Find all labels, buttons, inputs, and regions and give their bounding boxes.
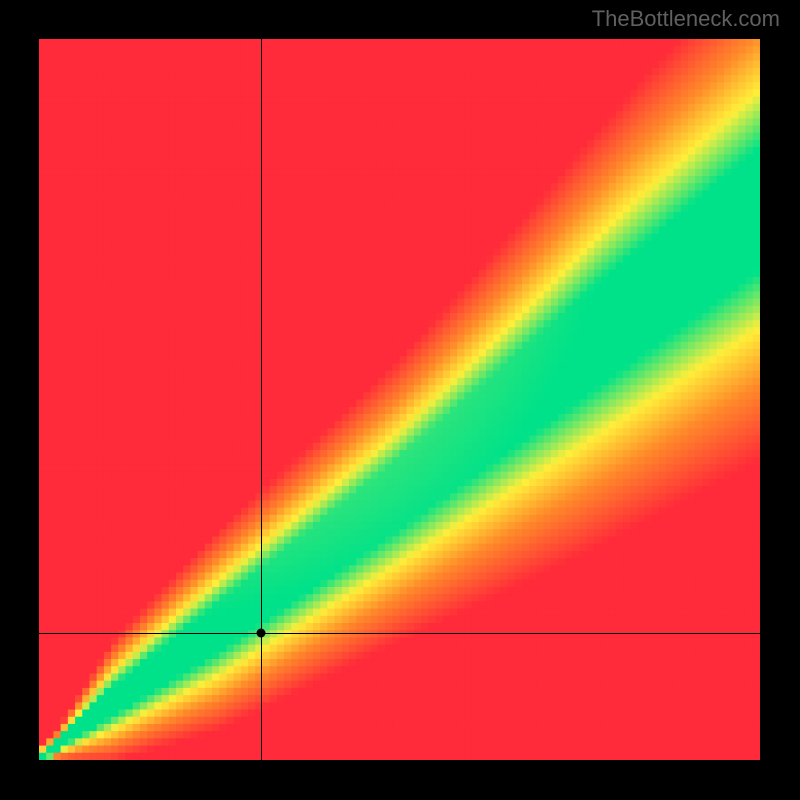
crosshair-point [257, 629, 266, 638]
chart-container: TheBottleneck.com [0, 0, 800, 800]
watermark-text: TheBottleneck.com [592, 6, 780, 32]
crosshair-vertical [261, 39, 262, 760]
plot-area [39, 39, 760, 760]
heatmap-canvas [39, 39, 760, 760]
crosshair-horizontal [39, 633, 760, 634]
